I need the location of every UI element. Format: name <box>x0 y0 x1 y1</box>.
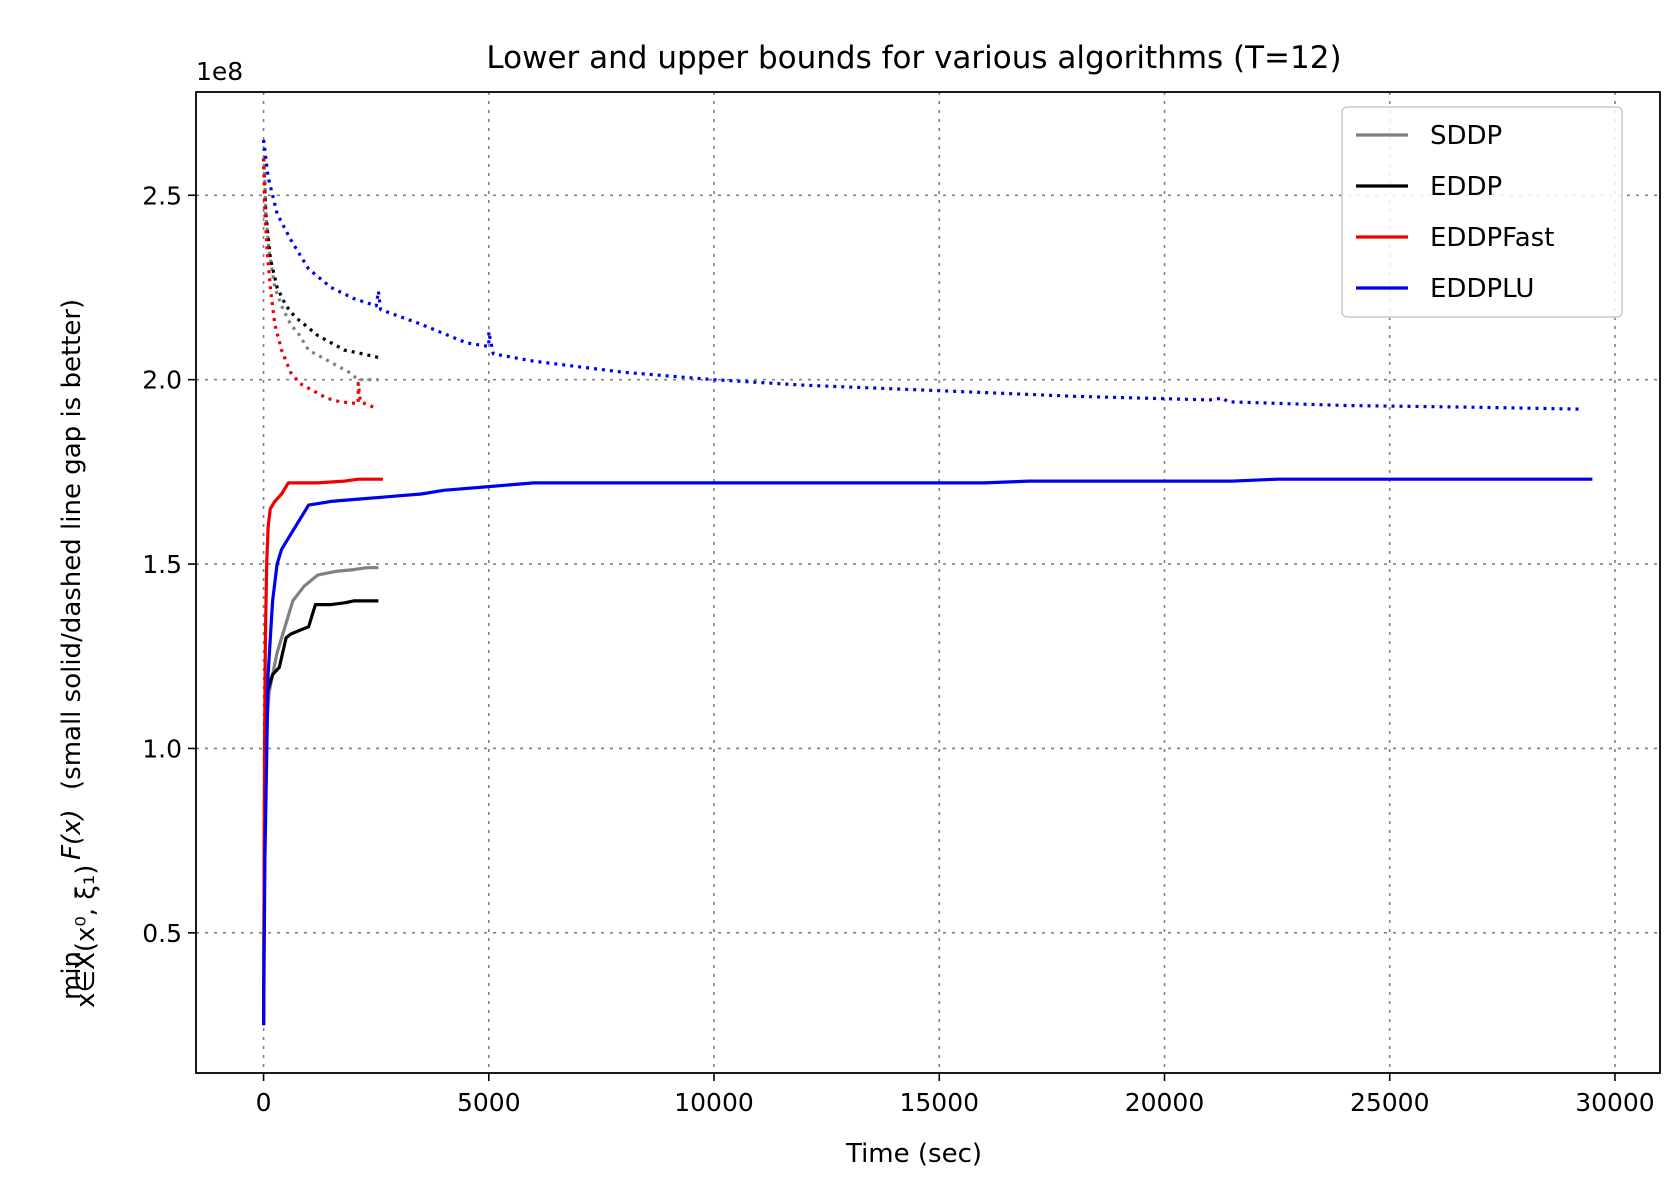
series-eddpfast-upper-bound-line <box>262 158 375 409</box>
series-lines <box>262 139 1593 1026</box>
y-axis-label: min x∈X(x⁰, ξ₁) F(x) (small solid/dashed… <box>57 299 101 1008</box>
legend-label-eddplu: EDDPLU <box>1430 274 1534 304</box>
legend-box <box>1341 106 1623 318</box>
axis-ticks: 0 5000 10000 15000 20000 25000 30000 0.5 1.0 1.5 2… <box>142 181 1654 1117</box>
legend-label-eddp: EDDP <box>1430 172 1502 202</box>
series-eddplu-lower-bound-line <box>262 477 1593 1026</box>
x-tick-label: 30000 <box>1575 1088 1655 1117</box>
y-axis-label-function: F(x) <box>57 809 87 860</box>
x-tick-label: 5000 <box>457 1088 521 1117</box>
y-tick-label: 2.5 <box>142 181 182 210</box>
y-axis-label-min: min <box>57 951 87 1000</box>
plot-frame <box>195 91 1661 1074</box>
x-tick-label: 15000 <box>899 1088 979 1117</box>
series-eddp-upper-bound-line <box>262 158 379 360</box>
y-tick-label: 1.5 <box>142 550 182 579</box>
y-axis-label-subscript: x∈X(x⁰, ξ₁) <box>71 865 101 1008</box>
x-tick-label: 25000 <box>1350 1088 1430 1117</box>
x-axis-label: Time (sec) <box>845 1139 982 1169</box>
x-tick-label: 0 <box>256 1088 272 1117</box>
y-tick-label: 2.0 <box>142 366 182 395</box>
series-sddp-upper-bound-line <box>262 139 379 382</box>
series-eddplu-upper-bound-line <box>262 139 1584 411</box>
y-tick-label: 0.5 <box>142 919 182 948</box>
legend: SDDP EDDP EDDPFast EDDPLU <box>1341 106 1623 318</box>
legend-label-eddpfast: EDDPFast <box>1430 223 1554 253</box>
x-tick-label: 20000 <box>1125 1088 1205 1117</box>
y-offset-label: 1e8 <box>196 57 243 86</box>
y-tick-label: 1.0 <box>142 734 182 763</box>
series-eddpfast-lower-bound-line <box>262 477 383 1026</box>
chart-title: Lower and upper bounds for various algor… <box>486 40 1341 76</box>
x-tick-label: 10000 <box>674 1088 754 1117</box>
y-axis-label-text: (small solid/dashed line gap is better) <box>57 299 87 790</box>
legend-label-sddp: SDDP <box>1430 121 1502 151</box>
